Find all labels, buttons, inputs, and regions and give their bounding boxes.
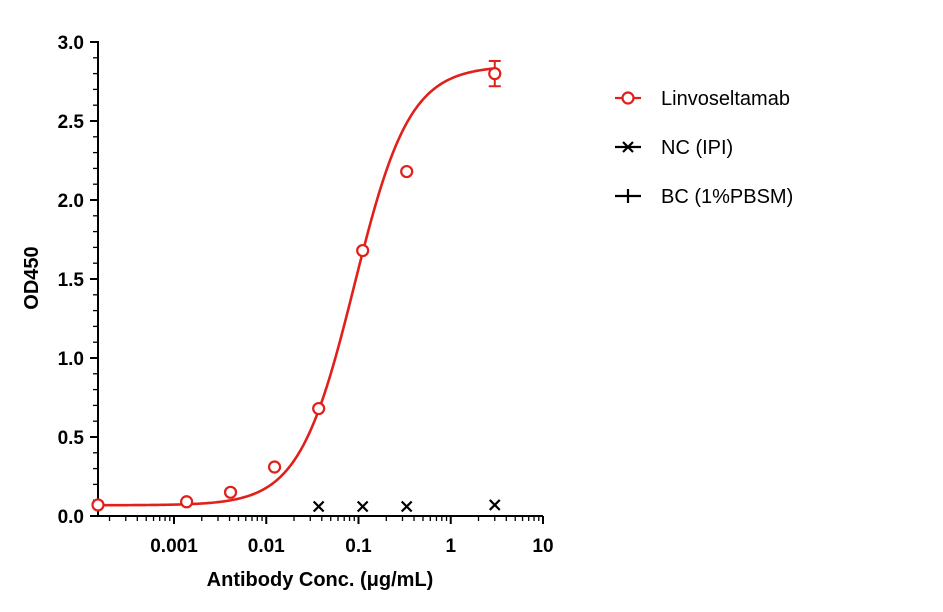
y-tick-label: 3.0: [58, 33, 84, 54]
legend-label: BC (1%PBSM): [661, 186, 793, 208]
data-point-linvoseltamab: [223, 485, 238, 499]
data-point-linvoseltamab: [267, 460, 282, 474]
x-axis-ticks: 0.001 0.01 0.1 1 10: [108, 516, 554, 557]
y-tick-label: 1.5: [58, 270, 85, 291]
data-point-linvoseltamab: [91, 498, 105, 512]
x-tick-label: 0.01: [248, 536, 285, 557]
legend-item: BC (1%PBSM): [615, 186, 793, 208]
fit-curve-linvoseltamab: [98, 67, 495, 507]
data-point-linvoseltamab: [356, 243, 370, 258]
data-point-linvoseltamab: [488, 66, 502, 81]
y-tick-label: 0.0: [58, 507, 84, 528]
data-point-nc-ipi: [400, 500, 413, 513]
data-point-linvoseltamab: [180, 495, 194, 509]
data-point-nc-ipi: [488, 499, 501, 511]
legend-label: Linvoseltamab: [661, 88, 790, 110]
y-tick-label: 1.0: [58, 349, 84, 370]
axes: [97, 41, 543, 517]
x-tick-label: 0.001: [150, 536, 198, 557]
y-axis-title: OD450: [21, 246, 43, 309]
legend-item: NC (IPI): [615, 137, 733, 159]
data-point-nc-ipi: [312, 500, 325, 513]
legend-marker: [622, 141, 634, 153]
y-tick-label: 0.5: [58, 428, 85, 449]
y-tick-label: 2.5: [58, 112, 85, 133]
data-marks: [91, 59, 502, 513]
legend-marker: [621, 91, 635, 105]
x-tick-label: 10: [532, 536, 553, 557]
data-point-linvoseltamab: [400, 164, 414, 179]
y-axis-ticks: 0.0 0.5 1.0 1.5 2.0 2.5 3.0: [58, 33, 98, 528]
legend-item: Linvoseltamab: [615, 88, 790, 110]
x-tick-label: 0.1: [345, 536, 372, 557]
data-point-linvoseltamab: [312, 401, 326, 416]
legend-label: NC (IPI): [661, 137, 733, 159]
x-tick-label: 1: [445, 536, 456, 557]
y-tick-label: 2.0: [58, 191, 84, 212]
data-point-nc-ipi: [356, 500, 369, 513]
x-axis-title: Antibody Conc. (μg/mL): [207, 569, 434, 591]
legend: Linvoseltamab NC (IPI) BC (1%PBSM): [615, 88, 793, 208]
